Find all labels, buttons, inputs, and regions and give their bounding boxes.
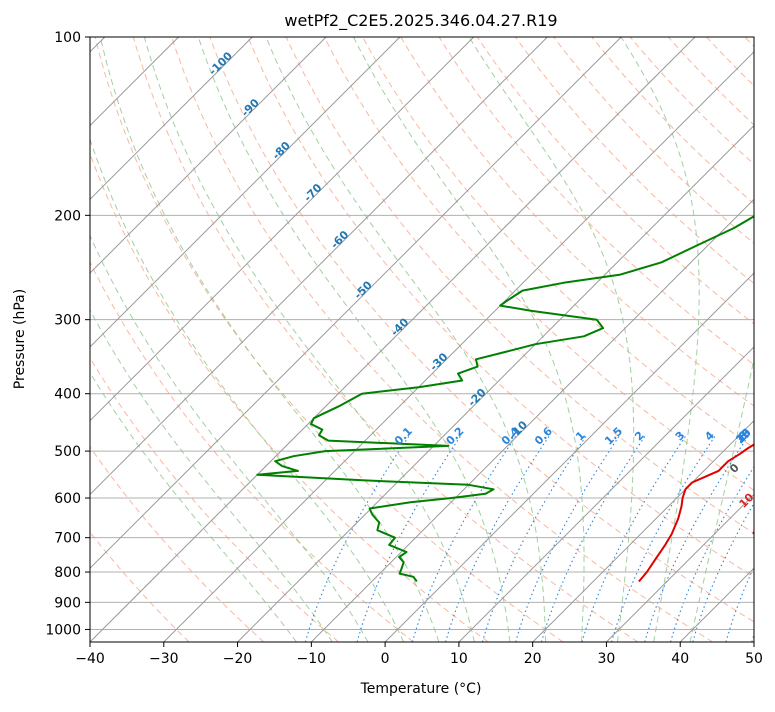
y-tick-label: 600 — [54, 491, 81, 507]
x-tick-label: 10 — [450, 651, 468, 667]
x-tick-label: −10 — [297, 651, 327, 667]
y-tick-label: 800 — [54, 565, 81, 581]
x-tick-label: 0 — [381, 651, 390, 667]
y-tick-label: 1000 — [45, 622, 81, 638]
x-tick-label: 20 — [524, 651, 542, 667]
x-tick-label: −30 — [149, 651, 179, 667]
x-tick-label: 40 — [671, 651, 689, 667]
x-tick-label: 50 — [745, 651, 763, 667]
y-axis-label: Pressure (hPa) — [12, 289, 28, 389]
y-tick-label: 900 — [54, 595, 81, 611]
x-tick-label: −20 — [223, 651, 253, 667]
y-tick-label: 100 — [54, 30, 81, 46]
y-tick-label: 500 — [54, 444, 81, 460]
chart-title: wetPf2_C2E5.2025.346.04.27.R19 — [284, 11, 557, 31]
y-tick-label: 700 — [54, 531, 81, 547]
x-tick-label: 30 — [598, 651, 616, 667]
y-tick-label: 300 — [54, 313, 81, 329]
y-tick-label: 400 — [54, 387, 81, 403]
x-axis-label: Temperature (°C) — [360, 681, 482, 697]
y-tick-label: 200 — [54, 208, 81, 224]
x-tick-label: −40 — [75, 651, 105, 667]
